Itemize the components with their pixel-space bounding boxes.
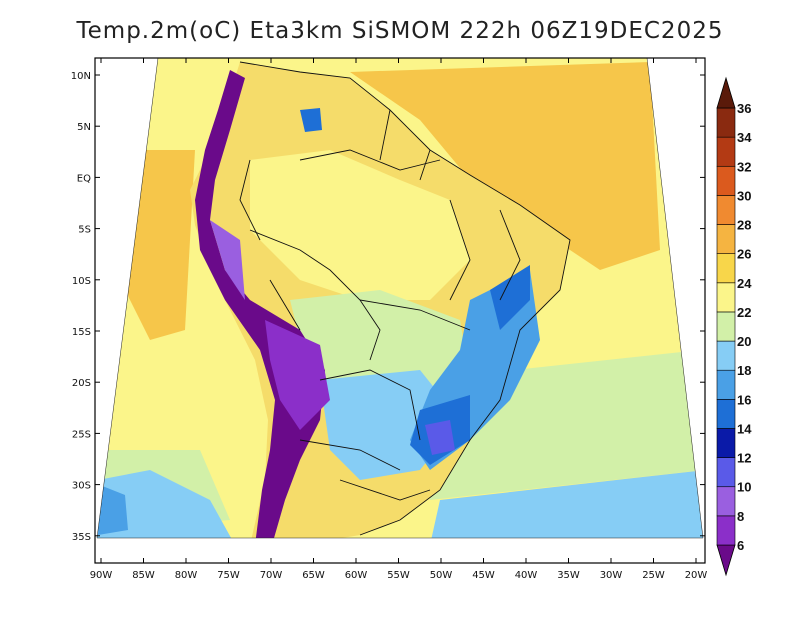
lon-label: 45W [472,570,495,581]
colorbar-max-arrow [716,76,736,109]
colorbar-label: 10 [737,480,751,495]
lat-label: 20S [72,378,91,389]
lon-label: 60W [345,570,368,581]
colorbar-label: 22 [737,305,751,320]
guiana-highlands [300,108,322,132]
lon-label: 65W [302,570,325,581]
south-atlantic-cool [430,470,703,538]
colorbar-swatch [716,107,736,138]
lat-label: 30S [72,481,91,492]
lon-label: 85W [132,570,155,581]
colorbar-label: 24 [737,276,752,291]
colorbar-min-arrow [716,544,736,577]
colorbar: 6 8 10 12 14 16 18 20 22 24 26 28 30 32 34 36 [716,76,752,577]
lat-label: 35S [72,532,91,543]
colorbar-swatch [716,136,736,167]
colorbar-swatch [716,428,736,458]
highlands-cold [425,420,455,455]
lat-label: 10S [72,276,91,287]
colorbar-swatch [716,340,736,371]
colorbar-swatch [716,486,736,517]
colorbar-label: 16 [737,392,751,407]
colorbar-swatch [716,165,736,196]
colorbar-swatch [716,224,736,254]
lon-label: 55W [387,570,410,581]
colorbar-label: 20 [737,334,751,349]
lon-label: 40W [515,570,538,581]
colorbar-swatch [716,311,736,342]
lat-label: 5S [78,225,91,236]
lat-label: 10N [71,71,91,82]
colorbar-swatch [716,515,736,546]
colorbar-swatch [716,399,736,429]
colorbar-label: 8 [737,509,744,524]
altiplano [265,320,330,430]
lon-label: 80W [175,570,198,581]
lon-label: 50W [430,570,453,581]
colorbar-label: 14 [737,421,752,436]
andes-slope [210,220,245,300]
lon-label: 75W [217,570,240,581]
domain-fields [97,58,703,538]
andes-ridge [195,70,325,538]
south-pacific-colder [98,485,128,535]
lon-label: 30W [600,570,623,581]
political-borders [239,61,571,536]
lon-label: 90W [90,570,113,581]
colorbar-label: 32 [737,159,751,174]
colorbar-swatch [716,369,736,400]
colorbar-label: 26 [737,247,751,262]
longitude-axis: 90W 85W 80W 75W 70W 65W 60W 55W 50W 45W 40W 35W 30W 2… [90,58,708,581]
lon-label: 70W [260,570,283,581]
south-pacific-cool [97,470,235,538]
amazon-interior [250,150,470,300]
lat-label: 15S [72,327,91,338]
colorbar-swatch [716,195,736,225]
colorbar-label: 30 [737,188,751,203]
minas-cool [490,265,530,330]
lat-label: 25S [72,429,91,440]
colorbar-swatch [716,282,736,313]
lon-label: 20W [685,570,708,581]
colorbar-swatch [716,457,736,488]
lon-label: 25W [642,570,665,581]
colorbar-swatch [716,253,736,284]
colorbar-label: 28 [737,218,751,233]
colorbar-label: 34 [737,130,752,145]
lat-label: 5N [77,122,91,133]
colorbar-label: 6 [737,538,744,553]
warm-atlantic-region [350,62,660,270]
colorbar-label: 36 [737,101,751,116]
lon-label: 35W [557,570,580,581]
latitude-axis: 10N 5N EQ 5S 10S 15S 20S 25S 30S 35S [71,71,705,543]
colorbar-label: 12 [737,451,751,466]
colorbar-label: 18 [737,363,751,378]
map-frame [94,57,706,564]
map-title: Temp.2m(oC) Eta3km SiSMOM 222h 06Z19DEC2… [76,18,724,44]
lat-label: EQ [77,173,91,184]
